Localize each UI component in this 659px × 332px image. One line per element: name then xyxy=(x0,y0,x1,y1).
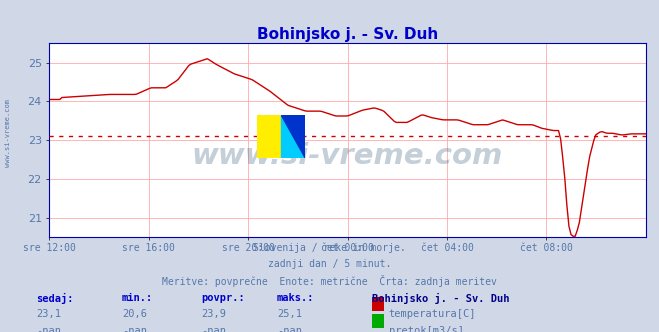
Text: povpr.:: povpr.: xyxy=(201,293,244,303)
Bar xyxy=(281,115,304,158)
Text: temperatura[C]: temperatura[C] xyxy=(389,309,476,319)
Text: 25,1: 25,1 xyxy=(277,309,302,319)
Text: zadnji dan / 5 minut.: zadnji dan / 5 minut. xyxy=(268,259,391,269)
Text: pretok[m3/s]: pretok[m3/s] xyxy=(389,326,464,332)
Text: min.:: min.: xyxy=(122,293,153,303)
Text: Meritve: povprečne  Enote: metrične  Črta: zadnja meritev: Meritve: povprečne Enote: metrične Črta:… xyxy=(162,275,497,287)
Text: -nan: -nan xyxy=(122,326,147,332)
Polygon shape xyxy=(281,115,304,158)
Title: Bohinjsko j. - Sv. Duh: Bohinjsko j. - Sv. Duh xyxy=(257,27,438,42)
Bar xyxy=(257,115,281,158)
Text: 23,9: 23,9 xyxy=(201,309,226,319)
Text: sedaj:: sedaj: xyxy=(36,293,74,304)
Text: maks.:: maks.: xyxy=(277,293,314,303)
Text: -nan: -nan xyxy=(201,326,226,332)
Text: Slovenija / reke in morje.: Slovenija / reke in morje. xyxy=(253,243,406,253)
Text: -nan: -nan xyxy=(277,326,302,332)
Text: 20,6: 20,6 xyxy=(122,309,147,319)
Text: Bohinjsko j. - Sv. Duh: Bohinjsko j. - Sv. Duh xyxy=(372,293,510,304)
Text: www.si-vreme.com: www.si-vreme.com xyxy=(5,99,11,167)
Text: www.si-vreme.com: www.si-vreme.com xyxy=(192,142,503,170)
Text: 23,1: 23,1 xyxy=(36,309,61,319)
Text: -nan: -nan xyxy=(36,326,61,332)
